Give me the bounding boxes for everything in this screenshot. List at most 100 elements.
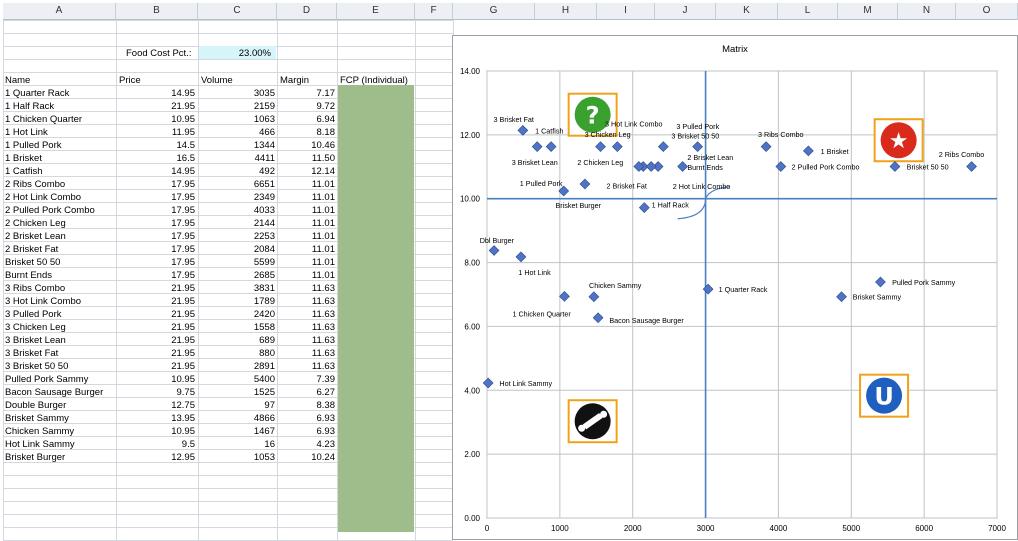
- data-point[interactable]: [760, 141, 772, 153]
- volume-cell[interactable]: 2084: [253, 244, 275, 255]
- price-cell[interactable]: 21.95: [171, 309, 195, 320]
- margin-cell[interactable]: 11.63: [311, 296, 335, 307]
- column-header-m[interactable]: M: [838, 3, 898, 20]
- volume-cell[interactable]: 2891: [253, 361, 275, 372]
- item-name-cell[interactable]: 2 Hot Link Combo: [5, 192, 82, 203]
- margin-cell[interactable]: 11.63: [311, 348, 335, 359]
- data-point[interactable]: [652, 161, 664, 172]
- data-point[interactable]: [588, 291, 600, 303]
- data-point[interactable]: [645, 161, 657, 172]
- column-header-f[interactable]: F: [415, 3, 453, 20]
- column-header-d[interactable]: D: [277, 3, 337, 20]
- column-header-l[interactable]: L: [778, 3, 838, 20]
- margin-cell[interactable]: 7.17: [316, 88, 336, 99]
- volume-cell[interactable]: 97: [264, 400, 275, 411]
- item-name-cell[interactable]: 1 Quarter Rack: [5, 88, 70, 99]
- price-cell[interactable]: 21.95: [171, 283, 195, 294]
- data-point[interactable]: [515, 251, 527, 263]
- data-point[interactable]: [517, 125, 529, 136]
- price-cell[interactable]: 12.75: [171, 400, 195, 411]
- margin-cell[interactable]: 6.93: [316, 413, 336, 424]
- margin-cell[interactable]: 8.18: [316, 127, 336, 138]
- item-name-cell[interactable]: 1 Pulled Pork: [5, 140, 62, 151]
- data-point[interactable]: [592, 312, 604, 324]
- volume-cell[interactable]: 4411: [254, 153, 275, 164]
- column-header-c[interactable]: C: [198, 3, 277, 20]
- margin-cell[interactable]: 10.46: [311, 140, 335, 151]
- volume-cell[interactable]: 689: [259, 335, 275, 346]
- data-point[interactable]: [488, 245, 500, 256]
- volume-cell[interactable]: 4866: [253, 413, 275, 424]
- item-name-cell[interactable]: 1 Catfish: [5, 166, 43, 177]
- data-point[interactable]: [775, 161, 787, 172]
- margin-cell[interactable]: 6.27: [316, 387, 336, 398]
- matrix-chart[interactable]: Matrix 0.00 2.00 4.00 6.00 8.00 10.00 12.00 14.…: [452, 35, 1018, 540]
- item-name-cell[interactable]: 3 Brisket Lean: [5, 335, 66, 346]
- item-name-cell[interactable]: Burnt Ends: [5, 270, 52, 281]
- volume-cell[interactable]: 6651: [253, 179, 275, 190]
- price-cell[interactable]: 21.95: [171, 348, 195, 359]
- price-cell[interactable]: 17.95: [171, 231, 195, 242]
- price-cell[interactable]: 10.95: [171, 426, 195, 437]
- price-cell[interactable]: 17.95: [171, 192, 195, 203]
- margin-cell[interactable]: 11.01: [311, 218, 335, 229]
- price-cell[interactable]: 17.95: [171, 270, 195, 281]
- column-header-n[interactable]: N: [898, 3, 956, 20]
- volume-cell[interactable]: 880: [259, 348, 275, 359]
- volume-cell[interactable]: 3831: [253, 283, 275, 294]
- data-point[interactable]: [889, 161, 901, 172]
- margin-cell[interactable]: 11.01: [311, 257, 335, 268]
- margin-cell[interactable]: 11.01: [311, 231, 335, 242]
- price-cell[interactable]: 9.5: [181, 439, 195, 450]
- margin-cell[interactable]: 11.63: [311, 335, 335, 346]
- volume-cell[interactable]: 3035: [253, 88, 275, 99]
- margin-cell[interactable]: 9.72: [316, 101, 336, 112]
- margin-cell[interactable]: 11.50: [311, 153, 335, 164]
- data-point[interactable]: [836, 291, 847, 303]
- item-name-cell[interactable]: 1 Brisket: [5, 153, 42, 164]
- data-point[interactable]: [702, 283, 714, 295]
- margin-cell[interactable]: 8.38: [316, 400, 336, 411]
- price-cell[interactable]: 17.95: [171, 205, 195, 216]
- margin-cell[interactable]: 12.14: [311, 166, 335, 177]
- price-cell[interactable]: 10.95: [171, 374, 195, 385]
- volume-cell[interactable]: 2253: [253, 231, 275, 242]
- column-header-g[interactable]: G: [453, 3, 535, 20]
- column-header-e[interactable]: E: [337, 3, 415, 20]
- data-point[interactable]: [677, 161, 688, 172]
- price-cell[interactable]: 21.95: [171, 296, 195, 307]
- volume-cell[interactable]: 2349: [253, 192, 275, 203]
- margin-cell[interactable]: 11.01: [311, 179, 335, 190]
- price-cell[interactable]: 11.95: [171, 127, 195, 138]
- data-point[interactable]: [559, 291, 570, 302]
- item-name-cell[interactable]: Bacon Sausage Burger: [5, 387, 104, 398]
- volume-cell[interactable]: 1344: [253, 140, 275, 151]
- margin-cell[interactable]: 10.24: [311, 452, 335, 463]
- volume-cell[interactable]: 2420: [253, 309, 275, 320]
- column-header-k[interactable]: K: [716, 3, 778, 20]
- column-header-o[interactable]: O: [956, 3, 1018, 20]
- data-point[interactable]: [692, 141, 704, 153]
- data-point[interactable]: [531, 141, 543, 153]
- item-name-cell[interactable]: Hot Link Sammy: [5, 439, 75, 450]
- price-cell[interactable]: 9.75: [176, 387, 196, 398]
- price-cell[interactable]: 13.95: [171, 413, 195, 424]
- margin-cell[interactable]: 6.93: [316, 426, 336, 437]
- item-name-cell[interactable]: Brisket 50 50: [5, 257, 61, 268]
- column-header-b[interactable]: B: [116, 3, 198, 20]
- item-name-cell[interactable]: 1 Chicken Quarter: [5, 114, 83, 125]
- item-name-cell[interactable]: 2 Brisket Lean: [5, 231, 66, 242]
- data-point[interactable]: [638, 202, 650, 214]
- item-name-cell[interactable]: 3 Chicken Leg: [5, 322, 66, 333]
- column-header-j[interactable]: J: [655, 3, 716, 20]
- item-name-cell[interactable]: Brisket Sammy: [5, 413, 69, 424]
- data-point[interactable]: [875, 276, 886, 288]
- price-cell[interactable]: 21.95: [171, 322, 195, 333]
- volume-cell[interactable]: 1063: [253, 114, 275, 125]
- data-point[interactable]: [966, 161, 977, 172]
- volume-cell[interactable]: 492: [259, 166, 275, 177]
- margin-cell[interactable]: 11.01: [311, 205, 335, 216]
- item-name-cell[interactable]: 3 Brisket Fat: [5, 348, 59, 359]
- fcp-column-fill[interactable]: [338, 85, 414, 532]
- item-name-cell[interactable]: 2 Brisket Fat: [5, 244, 59, 255]
